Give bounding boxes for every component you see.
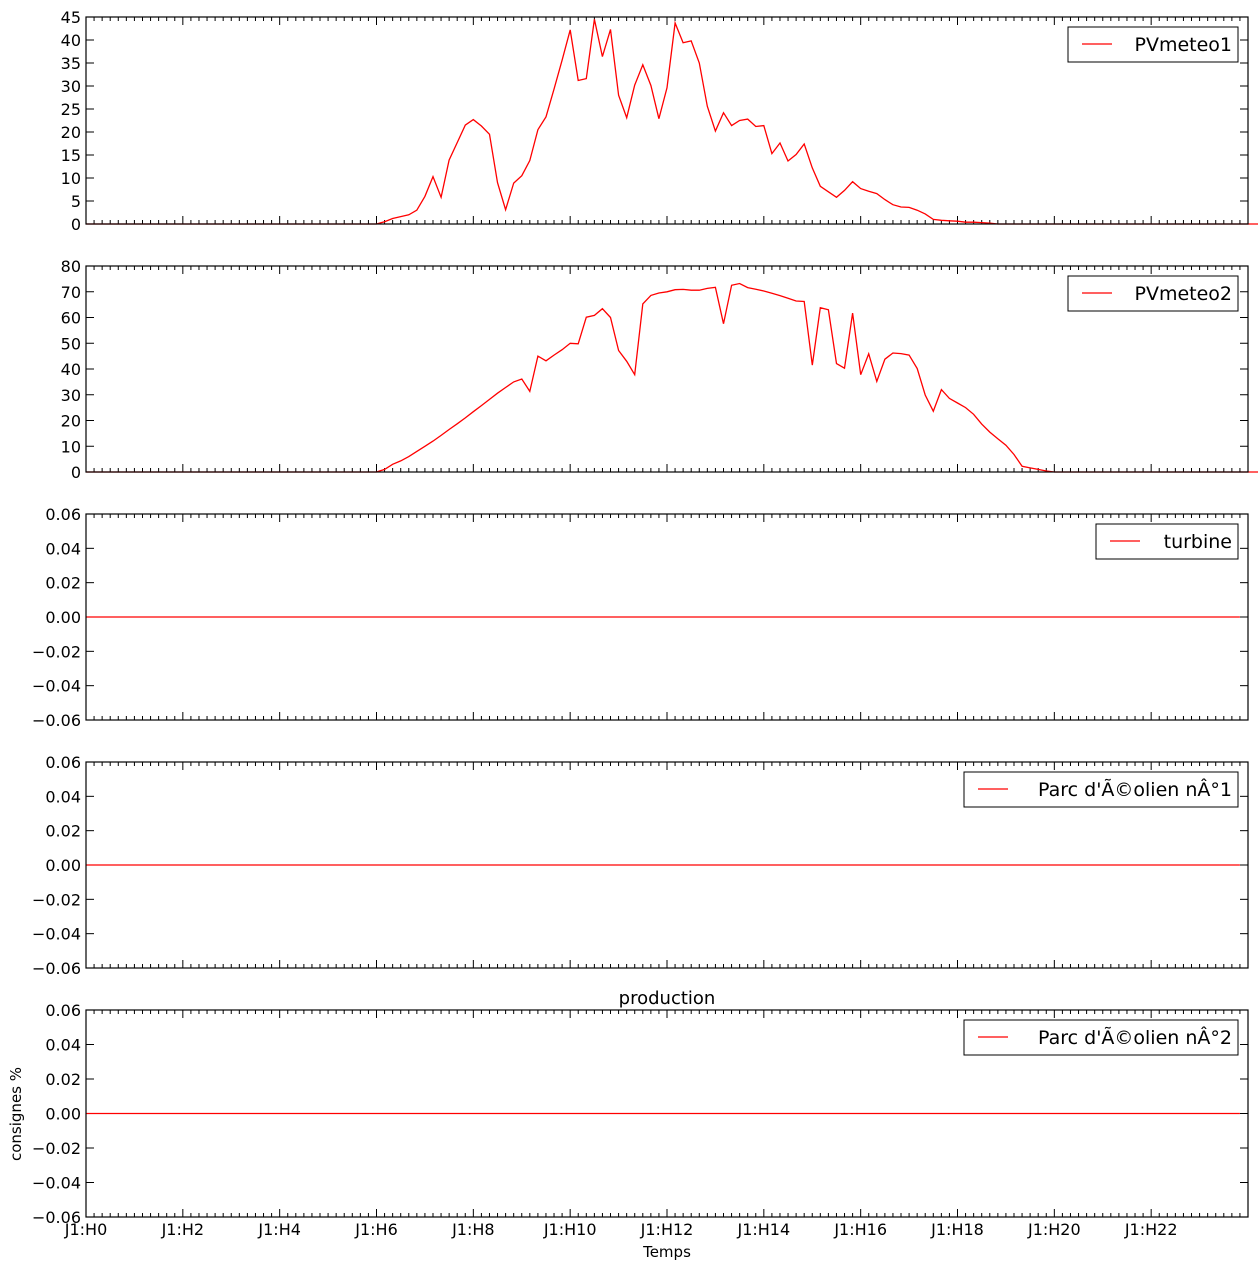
legend: Parc d'Ã©olien nÂ°1 [963,771,1239,808]
subplot-1: 0 5 10 15 20 25 30 35 40 45 PVmeteo1 [61,8,1258,234]
plot-frame [85,513,1249,721]
y-tick-label: 20 [61,412,81,431]
legend-label: Parc d'Ã©olien nÂ°1 [1038,778,1232,801]
y-tick-label: 5 [71,192,81,211]
y-tick-label: 0.00 [45,1105,81,1124]
subplot-4: −0.06 −0.04 −0.02 0.00 0.02 0.04 0.06 Parc d'Ã©… [32,753,1249,978]
y-tick-label: 70 [61,283,81,302]
y-tick-label: −0.04 [32,677,81,696]
legend: Parc d'Ã©olien nÂ°2 [963,1019,1239,1056]
x-tick-label: J1:H18 [930,1220,984,1239]
legend-box [963,1019,1239,1056]
plot-frame [85,265,1249,473]
y-tick-label: 0.04 [45,1036,81,1055]
y-tick-label: 45 [61,8,81,27]
plot-frame [85,16,1249,225]
y-tick-label: 0.04 [45,539,81,558]
x-tick-label: J1:H20 [1027,1220,1081,1239]
x-tick-label: J1:H14 [736,1220,790,1239]
y-tick-label: 50 [61,334,81,353]
y-tick-label: −0.02 [32,1139,81,1158]
legend: PVmeteo1 [1067,26,1239,63]
y-tick-label: −0.06 [32,959,81,978]
y-tick-label: 0.06 [45,1001,81,1020]
x-tick-label: J1:H0 [64,1220,108,1239]
subplot-3: −0.06 −0.04 −0.02 0.00 0.02 0.04 0.06 turbine [32,505,1249,730]
plot-frame [85,761,1249,969]
legend-label: turbine [1164,531,1232,553]
y-tick-label: 35 [61,54,81,73]
y-tick-label: −0.04 [32,1174,81,1193]
y-tick-label: −0.06 [32,1208,81,1227]
x-tick-label: J1:H6 [354,1220,398,1239]
y-tick-label: 20 [61,123,81,142]
legend: PVmeteo2 [1067,275,1239,312]
y-tick-label: 0 [71,463,81,482]
y-tick-label: 0.00 [45,856,81,875]
y-tick-label: −0.06 [32,711,81,730]
series-line [86,282,1258,473]
y-tick-label: 30 [61,77,81,96]
legend-label: PVmeteo2 [1134,283,1232,305]
subplot-5: −0.06 −0.04 −0.02 0.00 0.02 0.04 0.06 Parc d'Ã©… [32,1001,1249,1239]
y-tick-label: −0.02 [32,642,81,661]
subplots: 0 5 10 15 20 25 30 35 40 45 PVmeteo1 0 10 20 30 40 50 60 7… [32,8,1258,1239]
y-tick-label: 40 [61,360,81,379]
x-tick-label: J1:H22 [1124,1220,1178,1239]
legend-box [963,771,1239,808]
plot-frame [85,1009,1249,1218]
y-tick-label: 15 [61,146,81,165]
x-tick-label: J1:H12 [640,1220,694,1239]
legend-label: Parc d'Ã©olien nÂ°2 [1038,1026,1232,1049]
subplot-2: 0 10 20 30 40 50 60 70 80 PVmeteo2 [61,257,1258,482]
y-tick-label: 0 [71,215,81,234]
x-tick-label: J1:H2 [161,1220,205,1239]
y-axis-label: consignes % [7,1067,25,1161]
y-tick-label: 30 [61,386,81,405]
y-tick-label: 25 [61,100,81,119]
y-tick-label: 40 [61,31,81,50]
y-tick-label: 0.06 [45,753,81,772]
x-axis-label: Temps [642,1243,691,1261]
x-tick-label: J1:H8 [451,1220,495,1239]
chart-title: production [619,988,716,1009]
legend-label: PVmeteo1 [1134,34,1232,56]
x-tick-label: J1:H16 [833,1220,887,1239]
y-tick-label: 0.02 [45,574,81,593]
x-tick-label: J1:H10 [543,1220,597,1239]
y-tick-label: 0.00 [45,608,81,627]
y-tick-label: 10 [61,437,81,456]
y-tick-label: −0.04 [32,925,81,944]
y-tick-label: 0.04 [45,787,81,806]
x-tick-label: J1:H4 [257,1220,301,1239]
y-tick-label: 0.06 [45,505,81,524]
y-tick-label: 0.02 [45,822,81,841]
y-tick-label: 10 [61,169,81,188]
legend: turbine [1095,523,1239,560]
y-tick-label: 80 [61,257,81,276]
y-tick-label: 60 [61,309,81,328]
y-tick-label: −0.02 [32,890,81,909]
y-tick-label: 0.02 [45,1070,81,1089]
